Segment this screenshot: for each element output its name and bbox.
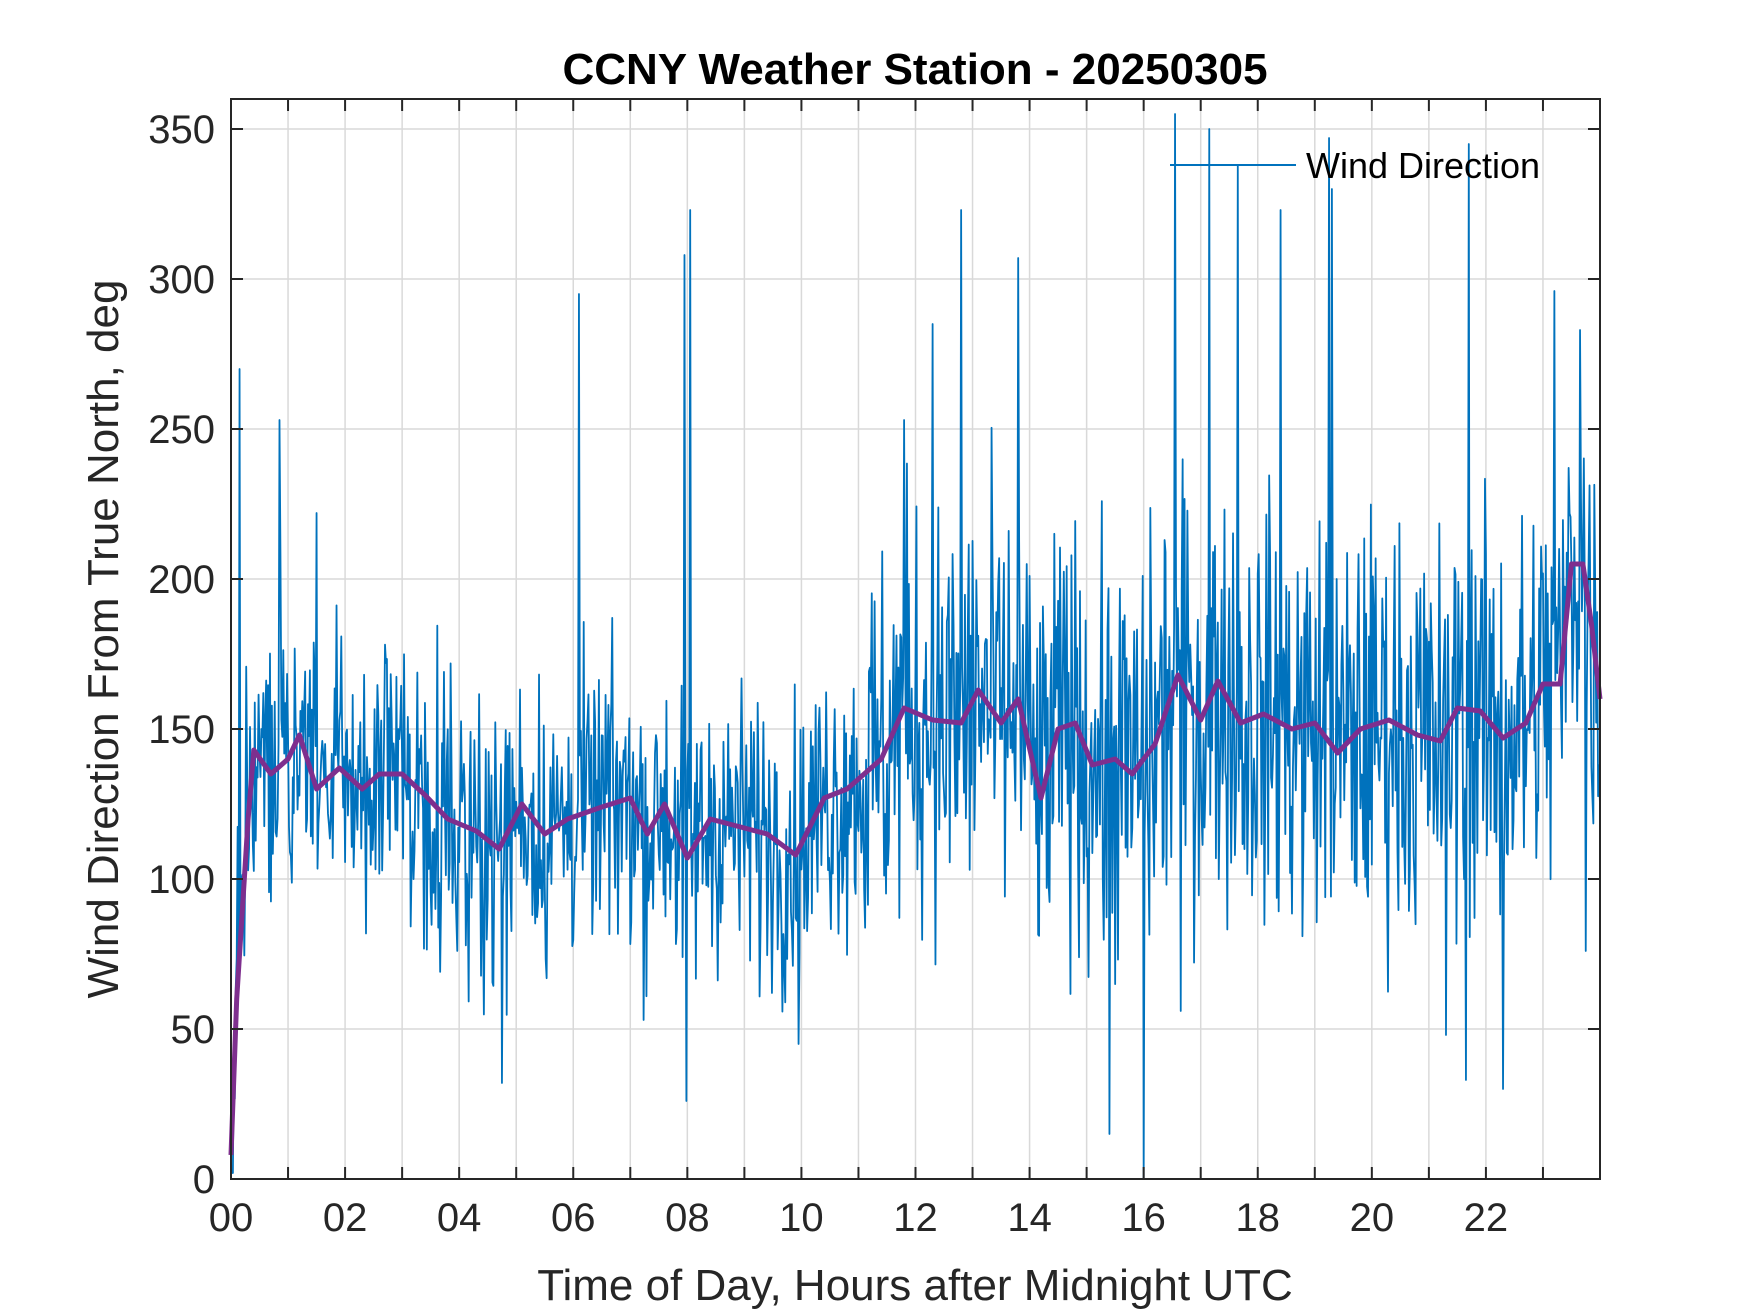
y-tick-label: 100 — [148, 858, 215, 902]
x-tick-label: 14 — [1007, 1196, 1052, 1240]
y-tick-label: 0 — [193, 1158, 215, 1202]
legend: Wind Direction — [1170, 145, 1540, 186]
legend-label-wind-direction: Wind Direction — [1306, 145, 1540, 186]
y-tick-label: 50 — [171, 1008, 216, 1052]
x-tick-label: 10 — [779, 1196, 824, 1240]
y-tick-label: 150 — [148, 708, 215, 752]
x-tick-label: 04 — [437, 1196, 482, 1240]
x-tick-label: 00 — [209, 1196, 254, 1240]
chart-title: CCNY Weather Station - 20250305 — [562, 45, 1267, 94]
x-tick-label: 06 — [551, 1196, 596, 1240]
axis-ticks — [230, 99, 1601, 1180]
x-tick-label: 08 — [665, 1196, 710, 1240]
x-tick-label: 20 — [1350, 1196, 1395, 1240]
x-tick-label: 02 — [323, 1196, 368, 1240]
moving-average-series — [228, 561, 1603, 1156]
tick-labels: 00 02 04 06 08 10 12 14 16 18 20 22 0 50 100 150 200 250 3… — [148, 108, 1508, 1240]
x-tick-label: 16 — [1121, 1196, 1166, 1240]
y-tick-label: 250 — [148, 408, 215, 452]
y-tick-label: 300 — [148, 258, 215, 302]
wind-direction-series — [231, 113, 1601, 1180]
x-tick-label: 12 — [893, 1196, 938, 1240]
x-tick-label: 18 — [1236, 1196, 1281, 1240]
y-axis-label: Wind Direction From True North, deg — [79, 280, 128, 999]
x-axis-label: Time of Day, Hours after Midnight UTC — [537, 1261, 1293, 1310]
wind-direction-line — [231, 113, 1601, 1180]
y-tick-label: 350 — [148, 108, 215, 152]
x-tick-label: 22 — [1464, 1196, 1509, 1240]
y-tick-label: 200 — [148, 558, 215, 602]
moving-average-line — [228, 561, 1603, 1156]
